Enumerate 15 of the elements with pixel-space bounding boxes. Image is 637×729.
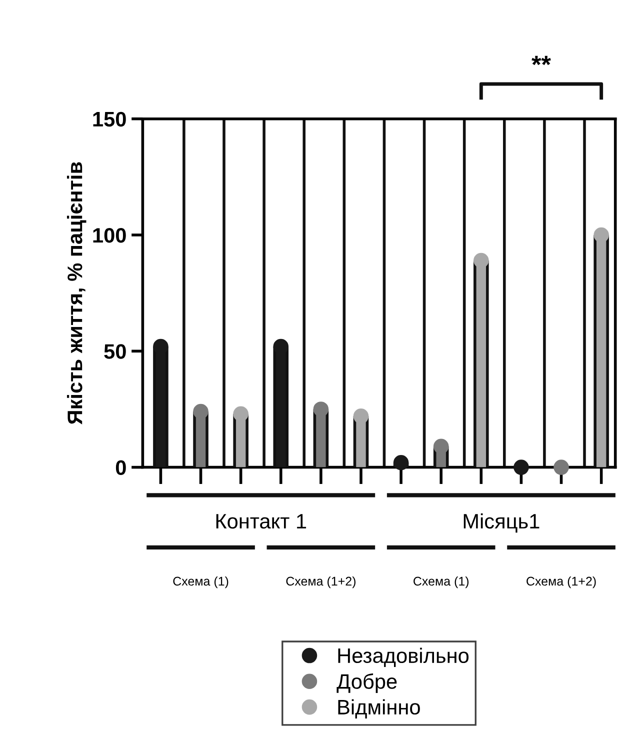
legend-label: Добре: [336, 673, 397, 694]
legend-label: Незадовільно: [338, 648, 469, 667]
text: **: [532, 56, 551, 66]
legend-label: Відмінно: [338, 699, 420, 719]
text: Контакт 1: [216, 514, 306, 529]
y-tick-label: 50: [104, 344, 126, 359]
text: Схема (1+2): [286, 576, 356, 588]
y-tick-label: 150: [93, 112, 126, 127]
text: Схема (1): [173, 576, 228, 588]
text: Місяць1: [464, 513, 540, 533]
y-tick-label: 0: [116, 460, 126, 476]
y-tick-label: 100: [93, 228, 126, 243]
text: Схема (1): [414, 576, 469, 588]
y-axis-title: Якість життя, % пацієнтів: [66, 162, 86, 424]
text: Схема (1+2): [526, 576, 596, 588]
